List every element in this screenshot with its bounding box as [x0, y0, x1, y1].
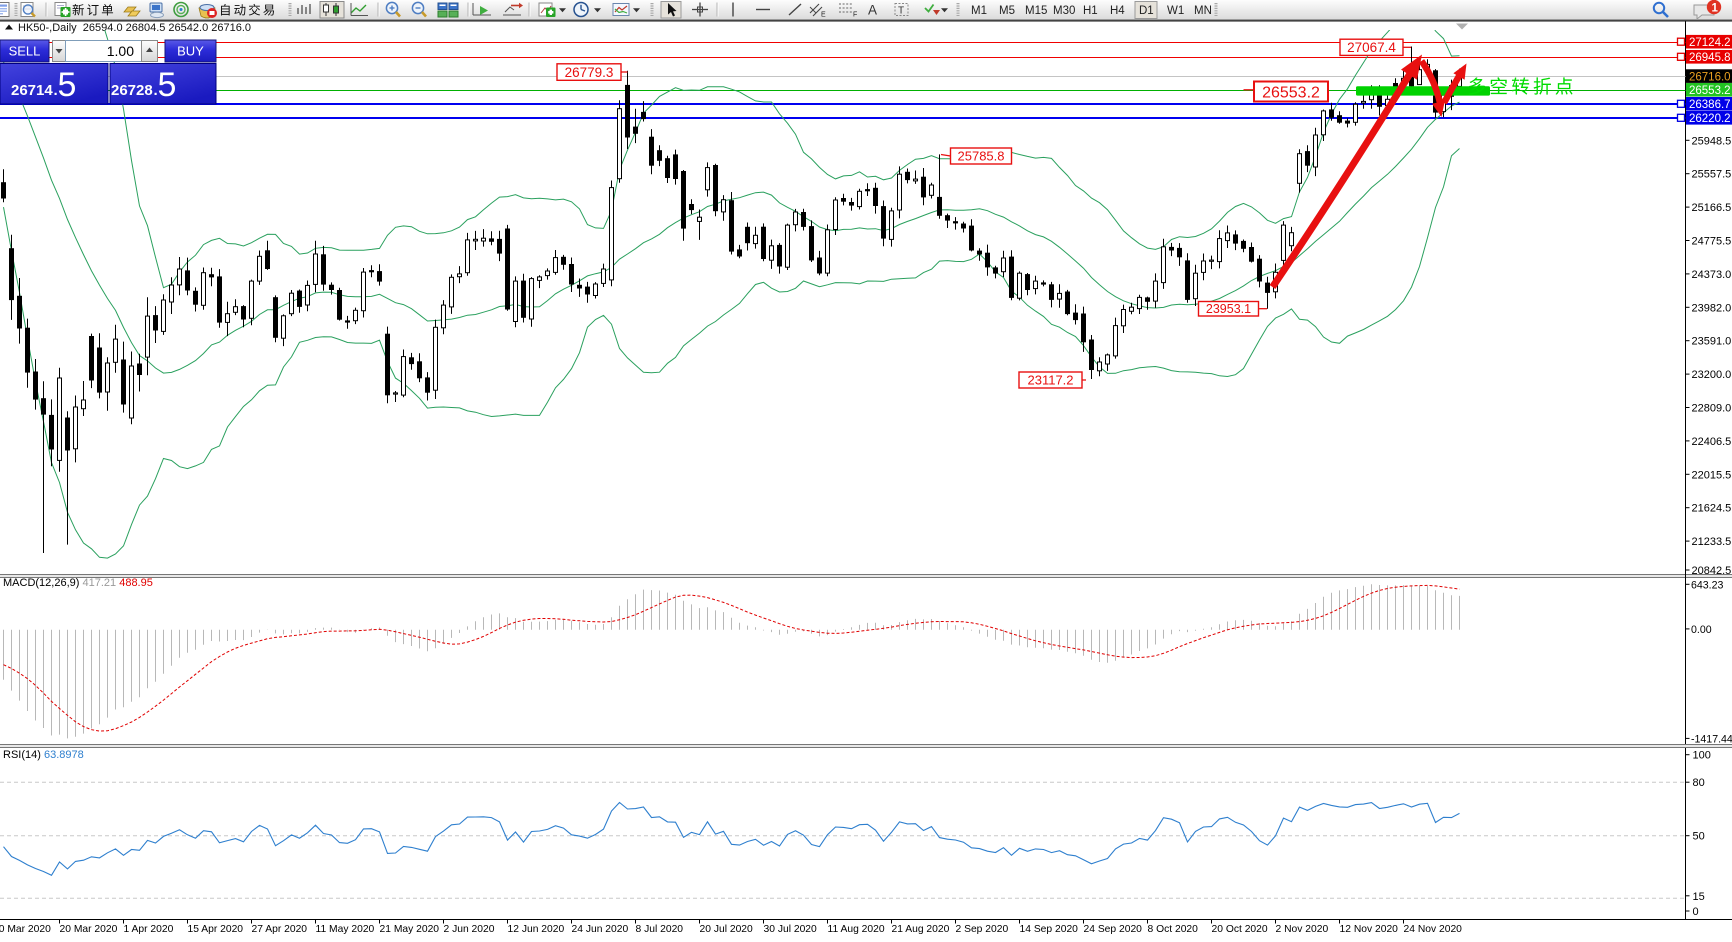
svg-text:MN: MN — [1194, 5, 1212, 17]
svg-text:27067.4: 27067.4 — [1347, 40, 1396, 55]
svg-text:.: . — [154, 82, 158, 99]
svg-text:26553.2: 26553.2 — [1689, 85, 1731, 97]
svg-text:1: 1 — [1712, 3, 1719, 15]
svg-text:24775.5: 24775.5 — [1692, 236, 1732, 248]
svg-text:1 Apr 2020: 1 Apr 2020 — [124, 924, 174, 935]
svg-text:RSI(14) 63.8978: RSI(14) 63.8978 — [3, 749, 84, 761]
svg-text:M1: M1 — [971, 5, 987, 17]
svg-text:80: 80 — [1693, 777, 1705, 789]
svg-text:15 Apr 2020: 15 Apr 2020 — [188, 924, 244, 935]
svg-text:HK50-,Daily 26594.0 26804.5 2: HK50-,Daily 26594.0 26804.5 26542.0 2671… — [18, 22, 251, 34]
svg-text:23117.2: 23117.2 — [1027, 373, 1073, 388]
svg-text:23591.0: 23591.0 — [1692, 336, 1732, 348]
svg-text:26728: 26728 — [111, 82, 153, 99]
svg-text:5: 5 — [158, 66, 177, 104]
svg-text:25785.8: 25785.8 — [958, 149, 1005, 164]
svg-text:2 Jun 2020: 2 Jun 2020 — [444, 924, 495, 935]
svg-text:21624.5: 21624.5 — [1692, 503, 1732, 515]
svg-text:F: F — [853, 12, 857, 19]
svg-text:21 Aug 2020: 21 Aug 2020 — [892, 924, 950, 935]
svg-text:26386.7: 26386.7 — [1689, 99, 1731, 111]
svg-text:D1: D1 — [1139, 5, 1154, 17]
svg-text:20 Mar 2020: 20 Mar 2020 — [60, 924, 118, 935]
svg-text:25166.5: 25166.5 — [1692, 202, 1732, 214]
svg-text:BUY: BUY — [177, 44, 204, 59]
svg-text:M15: M15 — [1025, 5, 1047, 17]
svg-text:1.00: 1.00 — [107, 43, 134, 59]
svg-text:8 Oct 2020: 8 Oct 2020 — [1148, 924, 1199, 935]
svg-text:A: A — [868, 3, 877, 18]
svg-text:11 Aug 2020: 11 Aug 2020 — [828, 924, 885, 935]
svg-text:H4: H4 — [1110, 5, 1125, 17]
svg-text:M30: M30 — [1053, 5, 1075, 17]
svg-text:H1: H1 — [1083, 5, 1098, 17]
svg-text:5: 5 — [58, 66, 77, 104]
svg-text:11 May 2020: 11 May 2020 — [316, 924, 375, 935]
svg-text:23982.0: 23982.0 — [1692, 302, 1732, 314]
svg-text:8 Jul 2020: 8 Jul 2020 — [636, 924, 684, 935]
svg-text:T: T — [898, 6, 904, 17]
svg-text:15: 15 — [1693, 891, 1705, 903]
svg-text:26714: 26714 — [11, 82, 53, 99]
svg-text:21233.5: 21233.5 — [1692, 536, 1732, 548]
svg-text:2 Nov 2020: 2 Nov 2020 — [1276, 924, 1329, 935]
svg-text:E: E — [821, 12, 826, 19]
svg-text:0.00: 0.00 — [1691, 624, 1712, 636]
svg-text:100: 100 — [1693, 750, 1711, 762]
svg-text:12 Nov 2020: 12 Nov 2020 — [1340, 924, 1399, 935]
svg-text:50: 50 — [1693, 831, 1705, 843]
svg-text:26220.2: 26220.2 — [1689, 113, 1731, 125]
svg-text:22015.5: 22015.5 — [1692, 469, 1732, 481]
svg-text:2 Sep 2020: 2 Sep 2020 — [956, 924, 1009, 935]
svg-text:25557.5: 25557.5 — [1692, 169, 1732, 181]
svg-text:21 May 2020: 21 May 2020 — [380, 924, 440, 935]
svg-text:.: . — [54, 82, 58, 99]
svg-text:26553.2: 26553.2 — [1262, 84, 1320, 101]
svg-text:23200.0: 23200.0 — [1692, 369, 1732, 381]
svg-text:643.23: 643.23 — [1691, 579, 1724, 591]
svg-text:24 Nov 2020: 24 Nov 2020 — [1404, 924, 1463, 935]
svg-text:24 Sep 2020: 24 Sep 2020 — [1084, 924, 1143, 935]
svg-text:10 Mar 2020: 10 Mar 2020 — [0, 924, 51, 935]
svg-text:23953.1: 23953.1 — [1206, 302, 1251, 316]
svg-text:SELL: SELL — [9, 44, 41, 59]
svg-text:0: 0 — [1693, 906, 1699, 918]
svg-text:25948.5: 25948.5 — [1692, 135, 1732, 147]
svg-text:27 Apr 2020: 27 Apr 2020 — [252, 924, 308, 935]
svg-text:30 Jul 2020: 30 Jul 2020 — [764, 924, 818, 935]
svg-text:22406.5: 22406.5 — [1692, 436, 1732, 448]
svg-text:W1: W1 — [1167, 5, 1184, 17]
svg-text:24 Jun 2020: 24 Jun 2020 — [572, 924, 629, 935]
svg-text:M5: M5 — [999, 5, 1015, 17]
svg-text:12 Jun 2020: 12 Jun 2020 — [508, 924, 565, 935]
svg-text:20 Oct 2020: 20 Oct 2020 — [1212, 924, 1268, 935]
svg-text:26716.0: 26716.0 — [1689, 71, 1731, 83]
svg-text:27124.2: 27124.2 — [1689, 37, 1731, 49]
svg-text:MACD(12,26,9) 417.21 488.95: MACD(12,26,9) 417.21 488.95 — [3, 577, 153, 589]
svg-text:24373.0: 24373.0 — [1692, 269, 1732, 281]
svg-text:22809.0: 22809.0 — [1692, 403, 1732, 415]
svg-text:26779.3: 26779.3 — [565, 65, 614, 80]
svg-text:-1417.44: -1417.44 — [1691, 733, 1732, 745]
svg-text:20 Jul 2020: 20 Jul 2020 — [700, 924, 754, 935]
svg-text:26945.8: 26945.8 — [1689, 52, 1731, 64]
svg-text:14 Sep 2020: 14 Sep 2020 — [1020, 924, 1079, 935]
